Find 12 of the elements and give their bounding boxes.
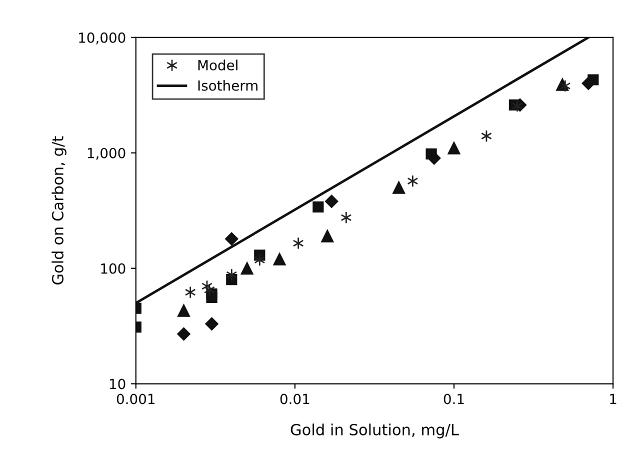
- y-tick-label: 1,000: [88, 148, 126, 160]
- y-axis-title: Gold on Carbon, g/t: [52, 136, 66, 284]
- x-tick-label: 0.01: [280, 394, 310, 404]
- x-tick-label: 0.001: [116, 394, 154, 404]
- y-tick-label: 10: [110, 378, 126, 390]
- y-tick-label: 10,000: [79, 32, 126, 44]
- legend-label: Isotherm: [198, 80, 258, 91]
- legend-label: Model: [198, 60, 238, 70]
- x-tick-label: 0.1: [444, 394, 464, 404]
- x-tick-label: 1: [610, 394, 616, 404]
- y-tick-label: 100: [101, 263, 126, 274]
- x-axis-title: Gold in Solution, mg/L: [290, 424, 459, 438]
